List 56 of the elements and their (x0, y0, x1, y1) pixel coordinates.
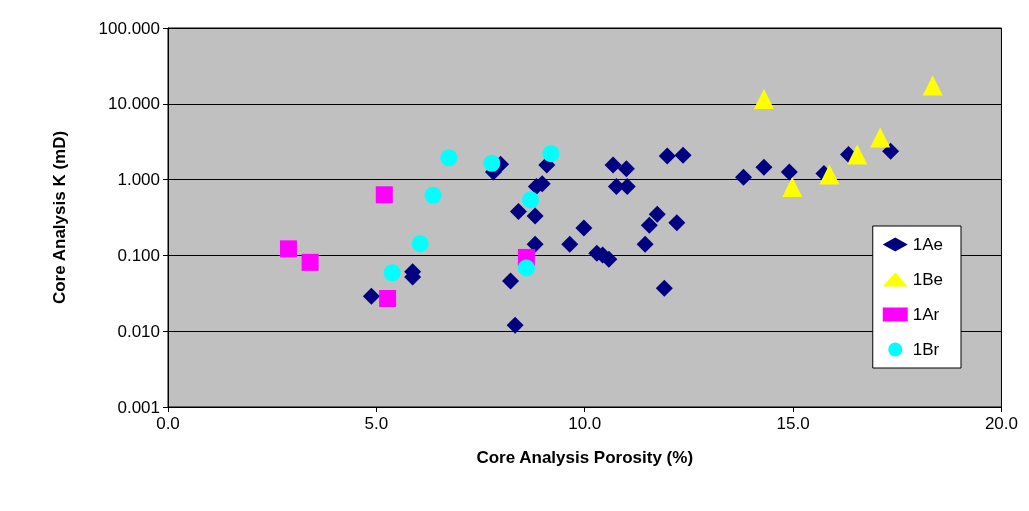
y-tick-label: 0.100 (117, 245, 160, 265)
y-axis-title: Core Analysis K (mD) (50, 130, 69, 305)
point (522, 191, 540, 209)
point (526, 207, 544, 225)
legend-label: 1Br (912, 340, 940, 359)
point (655, 279, 673, 297)
point (517, 259, 535, 277)
point (575, 219, 593, 237)
point (882, 142, 900, 160)
point (362, 287, 380, 305)
legend-label: 1Be (912, 270, 943, 289)
point (674, 146, 692, 164)
point (375, 186, 393, 204)
point (640, 216, 658, 234)
x-tick-label: 10.0 (568, 414, 602, 433)
x-axis-title: Core Analysis Porosity (%) (476, 448, 694, 467)
point (735, 168, 752, 186)
point (509, 202, 527, 220)
point (753, 88, 774, 109)
point (383, 264, 401, 282)
x-tick-label: 0.0 (156, 414, 180, 433)
point (819, 164, 840, 185)
point (411, 235, 429, 253)
point (922, 75, 943, 96)
point (440, 149, 458, 167)
y-tick-label: 0.010 (117, 321, 160, 341)
legend-label: 1Ae (912, 235, 943, 254)
x-tick-label: 15.0 (776, 414, 810, 433)
point (658, 147, 676, 165)
y-tick-label: 100.000 (98, 18, 160, 38)
point (604, 156, 622, 174)
point (780, 163, 798, 181)
y-tick-label: 10.000 (108, 94, 160, 114)
point (506, 316, 524, 334)
point (870, 127, 891, 148)
point (542, 145, 560, 163)
point (755, 158, 773, 176)
x-tick-label: 5.0 (364, 414, 389, 433)
point (279, 240, 297, 258)
point (502, 272, 520, 290)
point (483, 154, 501, 172)
point (648, 205, 666, 223)
point (617, 160, 635, 178)
legend-label: 1Ar (912, 305, 940, 324)
point (847, 144, 868, 165)
point (526, 235, 544, 253)
y-tick-label: 1.000 (117, 170, 160, 190)
point (424, 186, 442, 204)
point (636, 235, 654, 253)
point (561, 235, 579, 253)
x-tick-label: 20.0 (984, 414, 1018, 433)
point (379, 290, 397, 307)
point (782, 176, 803, 197)
y-tick-label: 0.001 (117, 397, 160, 417)
point (668, 214, 686, 232)
point (301, 253, 319, 271)
